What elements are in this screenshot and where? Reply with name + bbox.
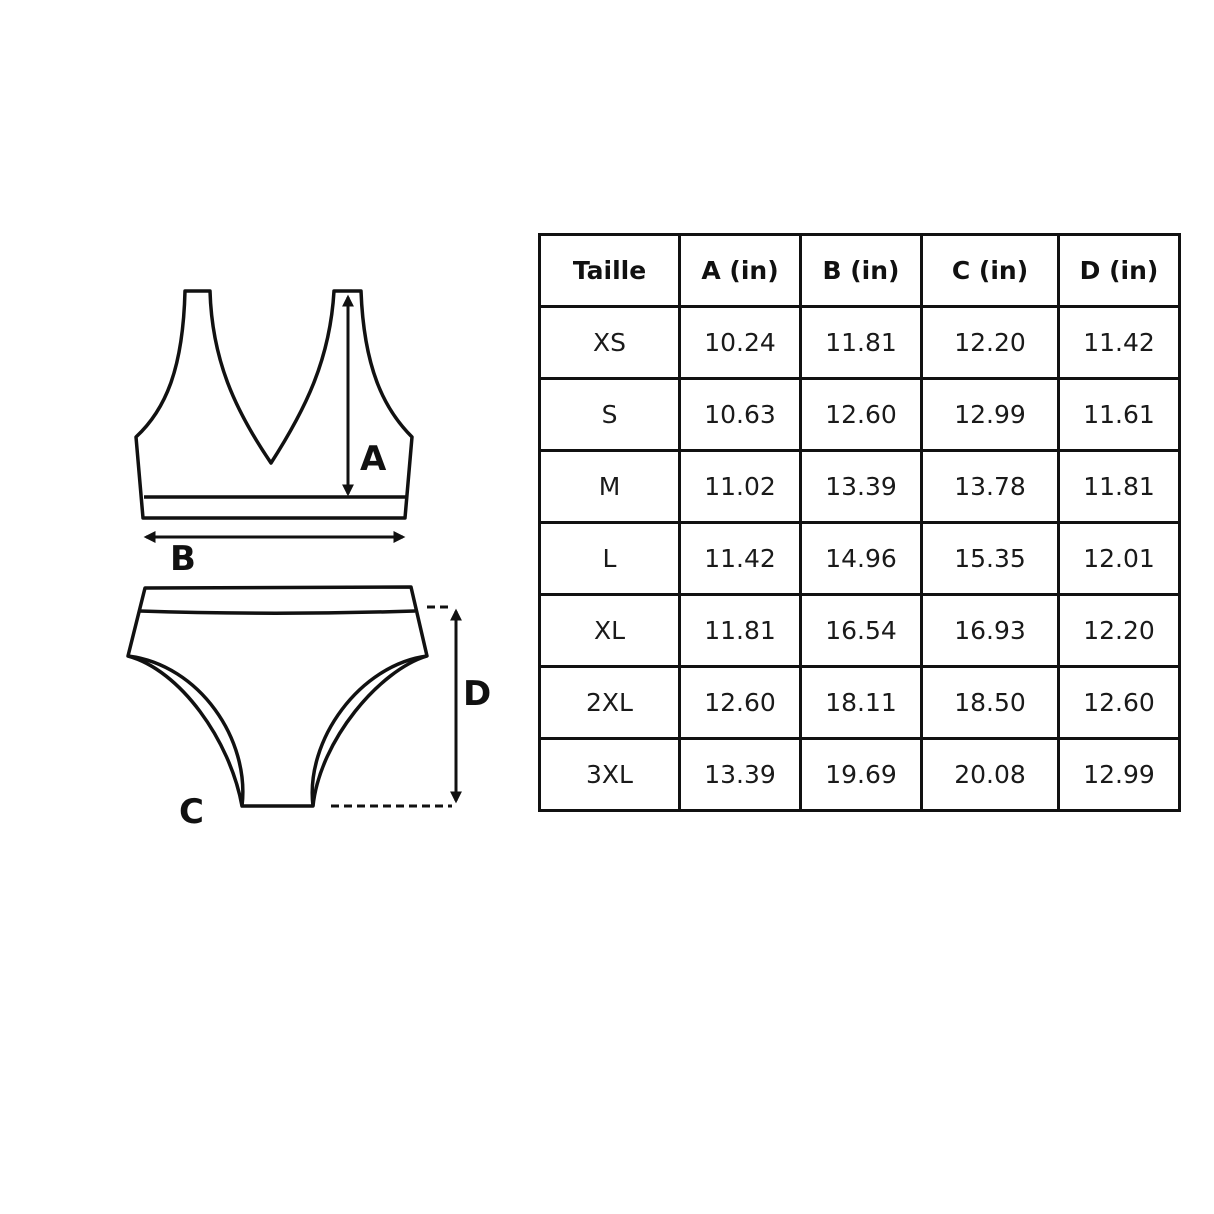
size-cell: S — [538, 377, 681, 452]
measure-cell: 11.42 — [1057, 305, 1181, 380]
briefs-leg-left — [127, 654, 245, 807]
table-header-row: Taille A (in) B (in) C (in) D (in) — [538, 233, 1181, 308]
table-row: XS 10.24 11.81 12.20 11.42 — [538, 305, 1181, 380]
measure-cell: 11.42 — [678, 521, 802, 596]
measure-cell: 15.35 — [920, 521, 1060, 596]
table-row: M 11.02 13.39 13.78 11.81 — [538, 449, 1181, 524]
measure-cell: 11.81 — [799, 305, 923, 380]
measure-cell: 13.39 — [678, 737, 802, 812]
measure-cell: 13.78 — [920, 449, 1060, 524]
measure-cell: 10.24 — [678, 305, 802, 380]
measure-cell: 12.99 — [920, 377, 1060, 452]
table-row: 2XL 12.60 18.11 18.50 12.60 — [538, 665, 1181, 740]
label-d: D — [463, 674, 491, 714]
label-a: A — [360, 439, 387, 479]
measure-cell: 19.69 — [799, 737, 923, 812]
size-cell: XS — [538, 305, 681, 380]
size-chart-table: Taille A (in) B (in) C (in) D (in) XS 10.… — [538, 233, 1181, 812]
measure-cell: 10.63 — [678, 377, 802, 452]
measure-cell: 12.20 — [1057, 593, 1181, 668]
size-cell: 2XL — [538, 665, 681, 740]
measure-cell: 18.11 — [799, 665, 923, 740]
measure-cell: 12.60 — [799, 377, 923, 452]
size-cell: L — [538, 521, 681, 596]
measure-cell: 16.93 — [920, 593, 1060, 668]
measure-cell: 13.39 — [799, 449, 923, 524]
measure-cell: 11.61 — [1057, 377, 1181, 452]
table-row: L 11.42 14.96 15.35 12.01 — [538, 521, 1181, 596]
header-d: D (in) — [1057, 233, 1181, 308]
measure-cell: 14.96 — [799, 521, 923, 596]
label-c: C — [179, 792, 204, 832]
header-b: B (in) — [799, 233, 923, 308]
briefs-outline — [126, 585, 429, 808]
size-cell: XL — [538, 593, 681, 668]
measure-cell: 20.08 — [920, 737, 1060, 812]
measure-cell: 11.02 — [678, 449, 802, 524]
measure-cell: 16.54 — [799, 593, 923, 668]
header-c: C (in) — [920, 233, 1060, 308]
measure-cell: 11.81 — [678, 593, 802, 668]
briefs-waistband-line — [139, 609, 416, 615]
table-row: 3XL 13.39 19.69 20.08 12.99 — [538, 737, 1181, 812]
table-row: XL 11.81 16.54 16.93 12.20 — [538, 593, 1181, 668]
measure-cell: 12.60 — [1057, 665, 1181, 740]
measure-cell: 11.81 — [1057, 449, 1181, 524]
label-b: B — [170, 539, 196, 579]
measure-cell: 12.01 — [1057, 521, 1181, 596]
measure-cell: 12.20 — [920, 305, 1060, 380]
measure-cell: 12.99 — [1057, 737, 1181, 812]
table-row: S 10.63 12.60 12.99 11.61 — [538, 377, 1181, 452]
measure-cell: 12.60 — [678, 665, 802, 740]
bra-top-outline — [134, 289, 414, 520]
header-a: A (in) — [678, 233, 802, 308]
size-cell: 3XL — [538, 737, 681, 812]
measure-cell: 18.50 — [920, 665, 1060, 740]
briefs-leg-right — [310, 654, 428, 807]
header-size: Taille — [538, 233, 681, 308]
size-cell: M — [538, 449, 681, 524]
